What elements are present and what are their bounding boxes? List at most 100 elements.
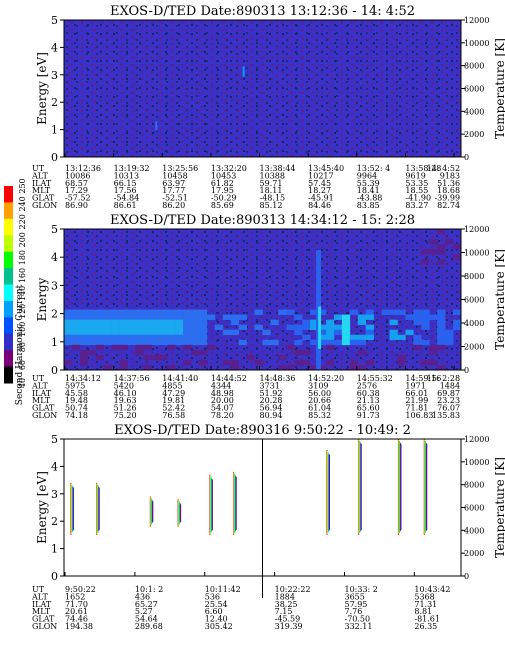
footer-cell: 18.41 xyxy=(357,186,380,195)
heat-cell xyxy=(302,319,311,325)
heat-cell xyxy=(405,314,414,320)
heat-cell xyxy=(429,344,438,351)
footer-cell: 3655 xyxy=(344,592,364,601)
footer-cell: 20.66 xyxy=(308,396,331,405)
heat-cell xyxy=(151,329,160,336)
heat-cell xyxy=(119,319,128,325)
heat-cell xyxy=(103,309,112,315)
heat-cell xyxy=(111,339,120,346)
footer-cell: 7.76 xyxy=(344,607,362,616)
footer-cell: 12.40 xyxy=(205,615,228,624)
y2-tick-label: 4000 xyxy=(464,526,484,535)
footer-cell: 18.27 xyxy=(308,186,331,195)
heat-cell xyxy=(453,244,462,250)
footer-cell: 3731 xyxy=(260,381,280,390)
heat-cell xyxy=(167,309,176,315)
y-tick-label: 1 xyxy=(51,124,58,137)
y2-tick-label: 6000 xyxy=(464,296,484,305)
heat-cell xyxy=(206,314,216,320)
heat-cell xyxy=(119,339,128,346)
footer-row-label: ALT xyxy=(31,592,48,601)
footer-cell: 10:11:42 xyxy=(205,585,241,594)
heat-cell xyxy=(95,344,104,351)
heat-cell xyxy=(349,339,359,346)
heat-cell xyxy=(357,314,367,320)
y-tick-label: 0 xyxy=(51,364,58,377)
heat-cell xyxy=(183,324,192,331)
heat-cell xyxy=(64,359,73,366)
footer-cell: 14:34:12 xyxy=(65,374,101,383)
heat-cell xyxy=(453,309,462,315)
heat-cell xyxy=(183,359,192,366)
footer-cell: 18.55 xyxy=(405,186,428,195)
heat-cell xyxy=(437,244,446,250)
heat-cell xyxy=(127,319,136,325)
footer-cell: 14:41:40 xyxy=(162,374,198,383)
footer-cell: 5368 xyxy=(414,592,434,601)
y-tick-label: 4 xyxy=(51,41,58,54)
heat-cell xyxy=(198,349,208,356)
y2-tick-label: 2000 xyxy=(464,343,484,352)
y2-tick-label: 10000 xyxy=(464,39,489,48)
heat-cell xyxy=(119,329,128,336)
heat-cell xyxy=(326,319,335,325)
heat-cell xyxy=(111,329,120,336)
heat-cell xyxy=(95,314,104,320)
footer-cell: 13:45:40 xyxy=(308,164,344,173)
footer-cell: 1884 xyxy=(275,592,295,601)
heat-cell xyxy=(191,319,200,325)
heat-cell xyxy=(103,324,112,331)
colorbar-cell xyxy=(4,202,13,220)
footer-cell: 14:44:52 xyxy=(211,374,247,383)
footer-cell: 10:22:22 xyxy=(275,585,311,594)
footer-cell: 52.42 xyxy=(162,404,185,413)
heat-cell xyxy=(421,319,430,325)
heat-cell xyxy=(421,359,430,366)
footer-cell: 13:58:28 xyxy=(405,164,441,173)
heat-cell xyxy=(302,324,311,331)
heat-cell xyxy=(294,329,303,336)
burst-stripe xyxy=(180,504,182,522)
footer-cell: 10217 xyxy=(308,171,333,180)
footer-cell: 194.38 xyxy=(65,622,93,631)
y2-tick-label: 0 xyxy=(464,366,469,375)
heat-cell xyxy=(437,334,446,341)
heat-cell xyxy=(183,314,192,320)
heat-cell xyxy=(79,324,89,331)
heat-cell xyxy=(389,334,398,341)
heat-cell xyxy=(127,309,136,315)
footer-cell: 17.29 xyxy=(65,186,88,195)
heat-cell xyxy=(119,309,128,315)
colorbar-cell xyxy=(4,186,13,203)
heat-cell xyxy=(429,349,438,356)
heat-cell xyxy=(357,339,367,346)
heat-cell xyxy=(167,329,176,336)
y-axis-label: Energy [eV] xyxy=(35,52,49,125)
heat-cell xyxy=(111,344,120,351)
heat-cell xyxy=(429,239,438,245)
heat-cell xyxy=(421,324,430,331)
y-tick-label: 1 xyxy=(51,336,58,349)
footer-row-label: ILAT xyxy=(32,600,52,609)
heat-cell xyxy=(445,329,454,336)
footer-cell: 65.60 xyxy=(357,404,380,413)
heat-cell xyxy=(341,314,351,320)
footer-cell: 13:38:44 xyxy=(260,164,296,173)
heat-cell xyxy=(357,349,367,356)
footer-cell: 3109 xyxy=(308,381,328,390)
heat-cell xyxy=(413,344,422,351)
heat-cell xyxy=(95,309,104,315)
heat-cell xyxy=(429,314,438,320)
y2-tick-label: 8000 xyxy=(464,272,484,281)
colorbar-tick-label: 220 xyxy=(18,214,27,229)
panel-title: EXOS-D/TED Date:890313 14:34:12 - 15: 2:… xyxy=(110,213,415,228)
y2-axis-label: Temperature [K] xyxy=(493,38,505,139)
footer-row-label: UT xyxy=(32,374,45,383)
footer-cell: -39.99 xyxy=(434,194,460,203)
heat-cell xyxy=(135,309,144,315)
heat-cell xyxy=(349,364,359,371)
heat-cell xyxy=(103,314,112,320)
footer-cell: 82.74 xyxy=(437,201,460,210)
heat-cell xyxy=(95,354,104,361)
heat-cell xyxy=(453,319,462,325)
